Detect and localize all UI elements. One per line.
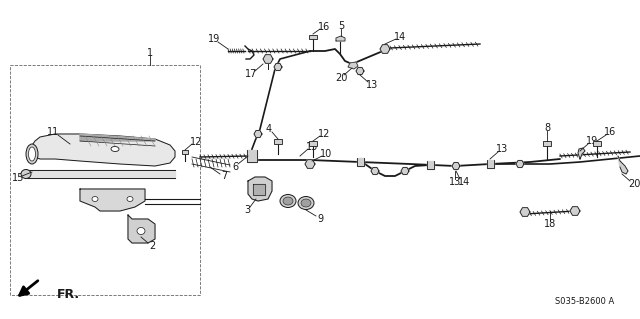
Polygon shape (247, 150, 257, 162)
Text: FR.: FR. (57, 288, 80, 301)
Polygon shape (520, 208, 530, 216)
Text: 17: 17 (245, 69, 257, 79)
Text: 15: 15 (12, 173, 24, 183)
Ellipse shape (301, 199, 311, 207)
Text: 4: 4 (266, 124, 272, 134)
Polygon shape (578, 148, 585, 159)
Polygon shape (426, 161, 433, 169)
Polygon shape (336, 36, 345, 41)
Ellipse shape (283, 197, 293, 205)
Text: 19: 19 (208, 34, 220, 44)
Polygon shape (380, 45, 390, 53)
Polygon shape (253, 184, 265, 195)
Bar (309, 35, 317, 39)
Polygon shape (356, 68, 364, 74)
Text: 2: 2 (149, 241, 155, 251)
Polygon shape (401, 167, 409, 174)
Text: 16: 16 (318, 22, 330, 32)
Text: S035-B2600 A: S035-B2600 A (555, 296, 614, 306)
Text: 14: 14 (458, 177, 470, 187)
Ellipse shape (21, 169, 31, 179)
Polygon shape (25, 170, 175, 178)
Bar (543, 141, 551, 146)
Text: 1: 1 (147, 48, 153, 58)
Text: 12: 12 (318, 129, 330, 139)
Text: 13: 13 (306, 142, 318, 152)
Text: 13: 13 (496, 144, 508, 154)
Ellipse shape (111, 146, 119, 152)
Ellipse shape (280, 195, 296, 207)
Polygon shape (516, 160, 524, 167)
Text: 20: 20 (628, 179, 640, 189)
Ellipse shape (29, 147, 35, 161)
Text: 12: 12 (190, 137, 202, 147)
Polygon shape (486, 160, 493, 168)
Bar (309, 141, 317, 146)
Bar (593, 141, 601, 146)
Polygon shape (371, 167, 379, 174)
Text: 13: 13 (449, 177, 461, 187)
Ellipse shape (92, 197, 98, 202)
Ellipse shape (298, 197, 314, 210)
Text: 18: 18 (544, 219, 556, 229)
Text: 16: 16 (604, 127, 616, 137)
Text: 7: 7 (221, 171, 227, 181)
Ellipse shape (26, 144, 38, 164)
Text: 20: 20 (335, 73, 347, 83)
Ellipse shape (127, 197, 133, 202)
Polygon shape (80, 134, 155, 141)
Text: 11: 11 (47, 127, 59, 137)
Polygon shape (254, 130, 262, 137)
Polygon shape (28, 134, 175, 166)
Polygon shape (305, 160, 315, 168)
Bar (274, 139, 282, 144)
Polygon shape (356, 158, 364, 166)
Polygon shape (452, 163, 460, 169)
Polygon shape (248, 177, 272, 201)
Polygon shape (570, 207, 580, 215)
Text: 3: 3 (244, 205, 250, 215)
Polygon shape (263, 55, 273, 63)
Text: 9: 9 (317, 214, 323, 224)
Text: 6: 6 (232, 162, 238, 172)
Bar (182, 150, 188, 154)
Polygon shape (348, 62, 358, 69)
Text: 19: 19 (586, 136, 598, 146)
Text: 14: 14 (394, 32, 406, 42)
Text: 13: 13 (366, 80, 378, 90)
Polygon shape (274, 63, 282, 70)
Text: 8: 8 (544, 123, 550, 133)
Polygon shape (618, 156, 628, 174)
Polygon shape (128, 215, 155, 243)
Text: 5: 5 (338, 21, 344, 31)
Text: 10: 10 (320, 149, 332, 159)
Polygon shape (80, 189, 145, 211)
Ellipse shape (137, 227, 145, 234)
